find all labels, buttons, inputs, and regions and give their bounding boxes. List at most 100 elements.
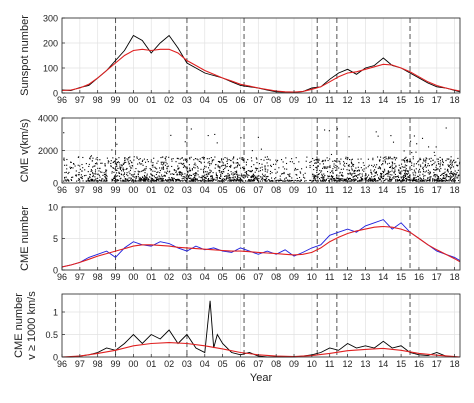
cme-speed-point [322, 180, 324, 182]
cme-speed-point [92, 174, 94, 176]
cme-speed-point [89, 157, 91, 159]
cme-speed-point [422, 177, 425, 179]
cme-speed-point [117, 161, 119, 163]
cme-speed-point [250, 180, 252, 182]
cme-speed-point [219, 180, 222, 182]
cme-speed-point [313, 174, 315, 176]
cme-speed-point [311, 180, 314, 182]
cme-speed-point [163, 180, 165, 182]
cme-speed-point [393, 172, 395, 174]
cme-speed-point [122, 180, 124, 182]
cme-speed-point [255, 177, 257, 179]
cme-speed-point [189, 174, 191, 176]
cme-speed-point [226, 163, 228, 165]
cme-speed-point [432, 178, 434, 180]
cme-speed-point [171, 158, 173, 160]
cme-speed-point [203, 172, 205, 174]
cme-speed-point [288, 174, 290, 176]
cme-speed-point [322, 160, 324, 162]
cme-speed-point [170, 177, 173, 179]
cme-speed-point [95, 180, 97, 182]
cme-speed-point [379, 175, 381, 177]
cme-speed-point [354, 172, 356, 174]
x-tick-label: 04 [200, 95, 210, 105]
x-tick-label: 97 [75, 185, 85, 195]
cme-speed-point [388, 178, 390, 180]
cme-speed-point [283, 171, 285, 174]
cme-speed-point [76, 180, 78, 182]
cme-speed-point [139, 178, 141, 180]
cme-speed-point [365, 173, 367, 175]
cme-speed-point [212, 172, 214, 174]
cme-speed-point [90, 170, 92, 172]
cme-speed-point [413, 177, 415, 179]
cme-speed-point [398, 169, 400, 171]
cme-speed-point [141, 160, 143, 162]
cme-speed-point [163, 174, 166, 176]
cme-speed-point [285, 157, 287, 159]
cme-speed-point [122, 174, 124, 176]
cme-speed-point [454, 179, 456, 181]
cme-speed-point [408, 160, 410, 163]
cme-speed-point [77, 174, 79, 176]
cme-speed-point [438, 177, 440, 179]
cme-speed-point [331, 177, 334, 179]
cme-speed-point [278, 180, 280, 182]
cme-speed-point [392, 141, 395, 143]
cme-speed-point [296, 177, 298, 179]
cme-speed-point [123, 180, 125, 182]
cme-speed-point [267, 175, 269, 178]
cme-speed-point [240, 177, 242, 179]
x-tick-label: 00 [128, 359, 138, 369]
cme-speed-point [441, 159, 444, 161]
cme-speed-point [336, 158, 338, 160]
cme-speed-point [316, 170, 318, 172]
x-tick-label: 18 [450, 95, 460, 105]
cme-speed-point [120, 170, 123, 172]
cme-speed-point [218, 180, 220, 182]
cme-speed-point [323, 179, 325, 181]
cme-speed-point [162, 178, 164, 180]
cme-speed-point [183, 177, 185, 180]
cme-speed-point [180, 162, 182, 164]
cme-speed-point [409, 174, 411, 176]
cme-speed-point [436, 168, 438, 170]
cme-speed-point [343, 178, 345, 180]
cme-speed-point [293, 162, 295, 165]
cme-speed-point [152, 162, 154, 164]
cme-speed-point [457, 169, 459, 171]
cme-speed-point [443, 180, 445, 182]
cme-speed-point [145, 168, 147, 170]
cme-speed-point [424, 165, 426, 167]
cme-speed-point [405, 180, 408, 182]
cme-speed-point [210, 157, 212, 159]
cme-speed-point [102, 180, 104, 182]
cme-speed-point [328, 130, 330, 132]
cme-speed-point [279, 178, 281, 180]
cme-speed-point [190, 177, 192, 179]
cme-speed-point [211, 176, 213, 178]
cme-speed-point [340, 174, 342, 177]
cme-speed-point [415, 163, 418, 165]
cme-speed-point [258, 178, 260, 180]
cme-speed-point [315, 166, 317, 168]
cme-speed-point [91, 178, 93, 180]
cme-speed-point [383, 175, 385, 178]
cme-speed-point [457, 179, 460, 182]
cme-speed-point [172, 179, 174, 182]
cme-speed-point [186, 170, 189, 173]
x-tick-label: 10 [307, 95, 317, 105]
cme-speed-point [113, 161, 115, 163]
cme-speed-point [103, 172, 105, 174]
cme-speed-point [425, 157, 427, 159]
cme-speed-point [250, 170, 252, 172]
cme-speed-point [153, 157, 155, 159]
cme-speed-point [448, 180, 450, 182]
cme-speed-point [144, 168, 146, 170]
cme-speed-point [449, 166, 451, 168]
cme-speed-point [386, 178, 388, 180]
cme-speed-point [348, 177, 350, 179]
cme-speed-point [72, 163, 75, 165]
cme-speed-point [350, 180, 352, 182]
cme-speed-point [256, 177, 258, 179]
